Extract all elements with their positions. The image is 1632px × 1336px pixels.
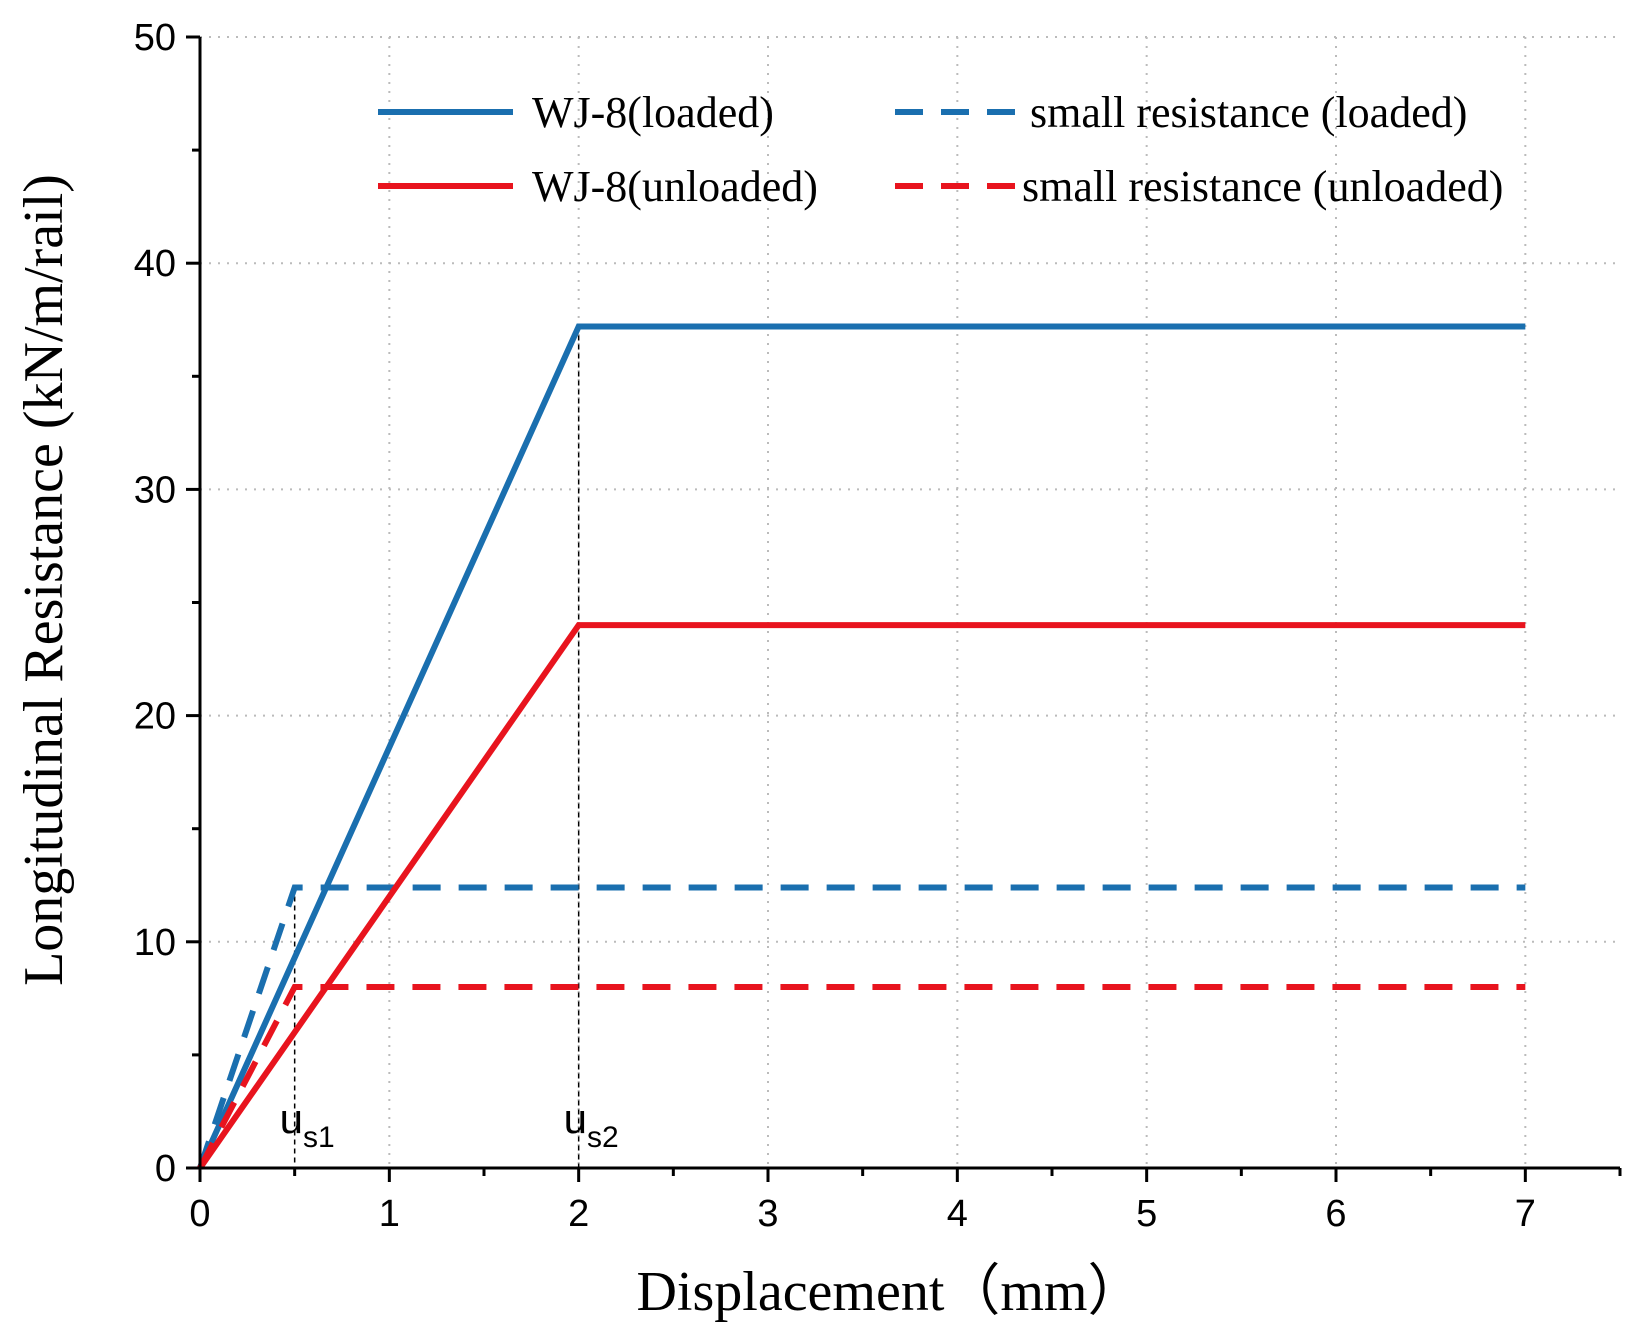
y-tick-label: 10 [134,922,176,964]
annotation-layer: us1 us2 [280,1095,619,1154]
x-tick-label: 1 [379,1193,400,1235]
axes-layer [186,35,1622,1182]
guide-layer [293,326,580,1168]
x-tick-label: 4 [947,1193,968,1235]
legend-label-1: small resistance (loaded) [1030,88,1467,137]
x-tick-label: 2 [568,1193,589,1235]
x-axis-title: Displacement（mm） [636,1261,1143,1323]
annotation-s2: us2 [564,1095,619,1154]
x-tick-label: 5 [1136,1193,1157,1235]
legend-label-0: WJ-8(loaded) [532,88,774,137]
y-tick-label: 40 [134,243,176,285]
series-layer [197,323,1526,1170]
series-line-3 [197,984,1526,1170]
y-tick-label: 0 [155,1148,176,1190]
annotation-subscript: s1 [303,1121,335,1154]
legend-label-3: small resistance (unloaded) [1022,162,1503,211]
x-tick-label: 3 [757,1193,778,1235]
y-tick-label: 30 [134,469,176,511]
series-line-2 [197,622,1526,1170]
legend-label-2: WJ-8(unloaded) [532,162,818,211]
y-tick-label: 50 [134,17,176,59]
y-tick-label: 20 [134,696,176,738]
annotation-base: u [564,1095,587,1142]
x-tick-label: 7 [1515,1193,1536,1235]
annotation-base: u [280,1095,303,1142]
x-tick-label: 6 [1325,1193,1346,1235]
annotation-subscript: s2 [587,1121,619,1154]
series-line-1 [197,884,1526,1169]
series-line-0 [197,323,1526,1170]
annotation-s1: us1 [280,1095,335,1154]
legend-layer: WJ-8(loaded) small resistance (loaded) WJ-… [378,88,1503,211]
y-axis-title: Longitudinal Resistance (kN/m/rail) [13,174,75,986]
tick-label-layer: 0 1 2 3 4 5 6 7 0 10 20 30 40 50 [134,17,1536,1235]
x-tick-label: 0 [189,1193,210,1235]
